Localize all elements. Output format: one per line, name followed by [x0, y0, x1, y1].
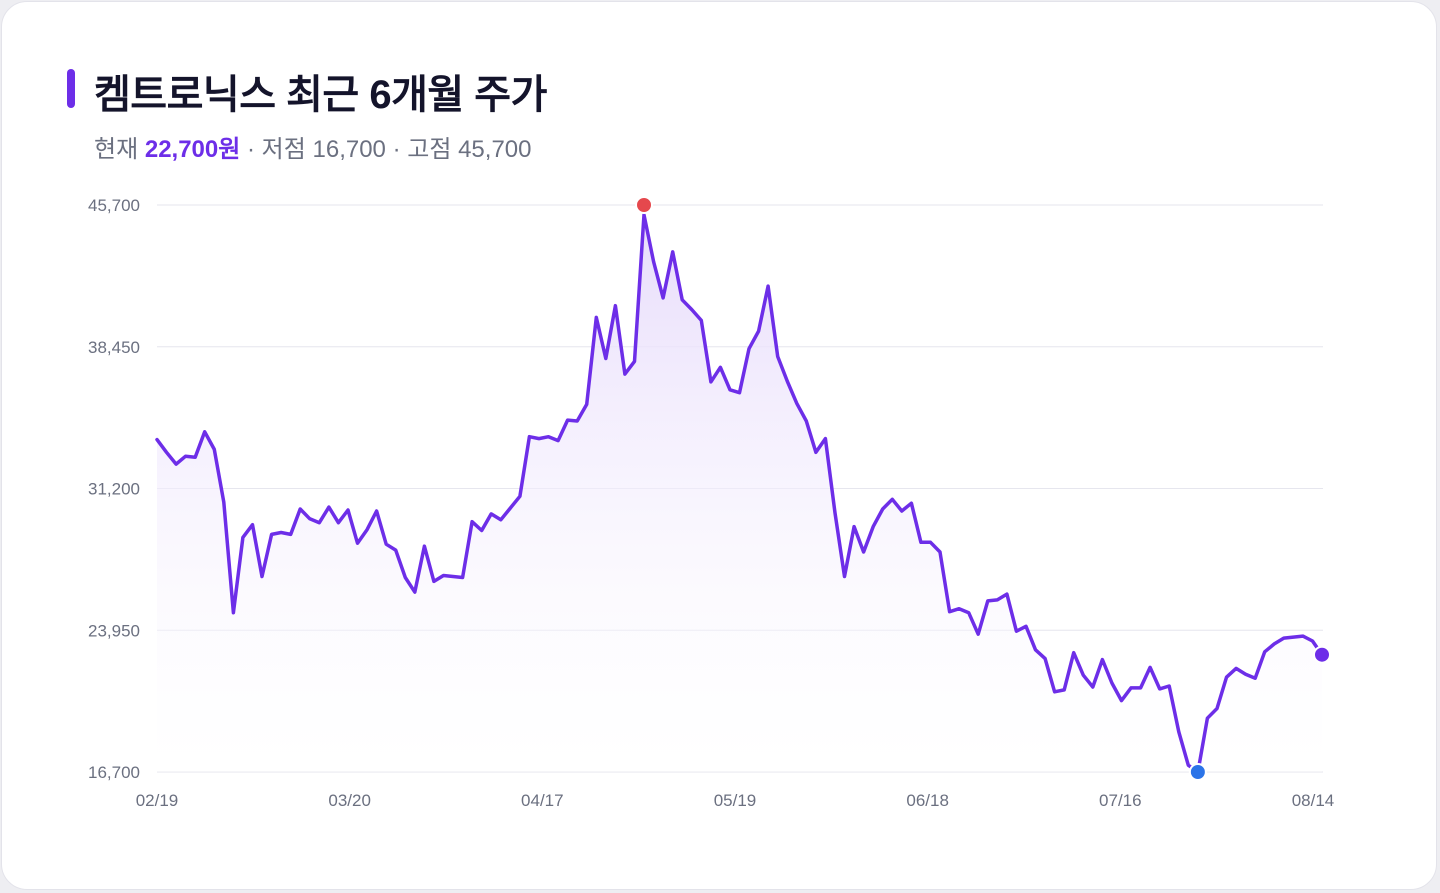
high-price-text: · 고점 45,700 — [392, 136, 532, 163]
x-axis-labels: 02/19 03/20 04/17 05/19 06/18 07/16 08/14 — [136, 791, 1335, 810]
current-label: 현재 — [94, 136, 139, 163]
price-line — [155, 213, 1324, 774]
low-price-text: · 저점 16,700 — [247, 136, 386, 163]
y-tick-label: 31,200 — [88, 480, 140, 499]
current-point-marker — [1313, 645, 1331, 664]
title-accent-bar — [67, 69, 75, 108]
low-point-marker — [1188, 763, 1207, 781]
chart-subtitle: 현재 22,700원 · 저점 16,700 · 고점 45,700 — [94, 129, 532, 164]
chart-title: 켐트로닉스 최근 6개월 주가 — [94, 73, 547, 117]
markers — [635, 196, 1331, 781]
x-tick-label: 04/17 — [521, 791, 564, 810]
y-axis-labels: 45,700 38,450 31,200 23,950 16,700 — [88, 196, 140, 782]
y-tick-label: 45,700 — [88, 196, 140, 215]
x-tick-label: 05/19 — [714, 791, 757, 810]
y-tick-label: 38,450 — [88, 338, 140, 357]
high-point-marker — [635, 196, 654, 214]
x-tick-label: 07/16 — [1099, 791, 1142, 810]
y-tick-label: 16,700 — [88, 763, 140, 782]
x-tick-label: 08/14 — [1292, 791, 1335, 810]
price-area — [157, 214, 1322, 773]
x-tick-label: 03/20 — [328, 791, 371, 810]
x-tick-label: 06/18 — [906, 791, 949, 810]
x-tick-label: 02/19 — [136, 791, 179, 810]
current-price: 22,700원 — [144, 136, 241, 163]
y-tick-label: 23,950 — [88, 621, 140, 640]
